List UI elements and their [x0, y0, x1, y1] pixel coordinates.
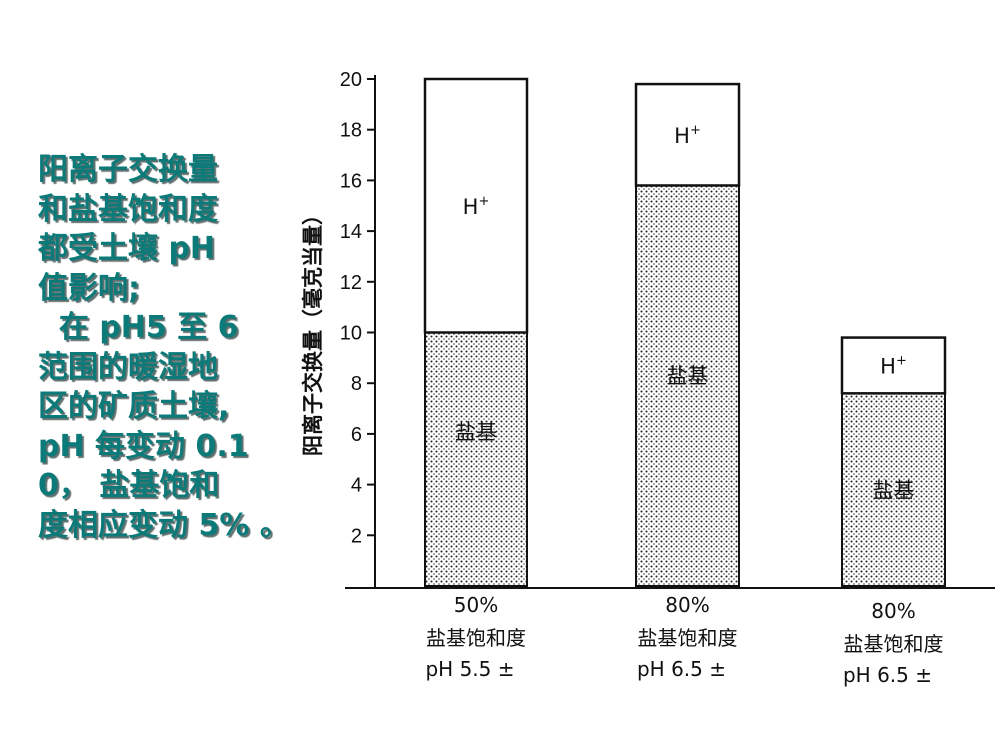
y-tick-label: 18: [340, 120, 362, 142]
category-name-label: 盐基饱和度: [426, 626, 526, 650]
bar-segment-salt-base: [841, 392, 946, 587]
category-name-label: 盐基饱和度: [638, 626, 738, 650]
side-text-line: 范围的暖湿地: [38, 349, 218, 385]
category-ph-label: pH 6.5 ±: [843, 663, 932, 687]
y-tick-label: 4: [351, 475, 362, 497]
bar-segment-h-plus: [840, 336, 947, 395]
side-text-line: 都受土壤 pH: [38, 231, 216, 266]
y-tick-label: 2: [351, 525, 362, 547]
category-pct-label: 50%: [454, 593, 498, 617]
salt-base-label: 盐基: [455, 420, 497, 444]
side-text-line: 阳离子交换量: [38, 152, 218, 187]
bar-segment-h-plus: [423, 77, 529, 334]
category-ph-label: pH 6.5 ±: [637, 657, 726, 681]
category-ph-label: pH 5.5 ±: [425, 657, 514, 681]
salt-base-label: 盐基: [667, 364, 709, 388]
side-text-line: 0， 盐基饱和: [38, 468, 220, 503]
category-pct-label: 80%: [665, 593, 709, 617]
side-text-line: 在 pH5 至 6: [38, 310, 239, 345]
y-tick-label: 10: [340, 323, 362, 345]
y-tick-label: 8: [351, 373, 362, 395]
category-pct-label: 80%: [871, 599, 915, 623]
side-text-block: 阳离子交换量 和盐基饱和度 都受土壤 pH 值影响; 在 pH5 至 6 范围的…: [38, 150, 308, 545]
y-tick-label: 6: [351, 424, 362, 446]
y-tick-label: 12: [340, 272, 362, 294]
bar-segment-salt-base: [635, 184, 740, 587]
bar-segment-h-plus: [634, 82, 741, 187]
category-name-label: 盐基饱和度: [844, 632, 944, 656]
salt-base-label: 盐基: [873, 478, 915, 502]
side-text-line: 和盐基饱和度: [38, 191, 218, 227]
side-text-line: 区的矿质土壤,: [38, 389, 230, 424]
y-axis-label: 阳离子交换量（毫克当量）: [301, 204, 325, 456]
y-tick-label: 16: [340, 170, 362, 192]
bar-segment-salt-base: [424, 331, 528, 587]
y-tick-label: 20: [340, 69, 362, 91]
side-text-line: 度相应变动 5% 。: [38, 507, 290, 543]
side-text-line: pH 每变动 0.1: [38, 428, 249, 464]
y-tick-label: 14: [340, 221, 362, 243]
side-text-line: 值影响;: [38, 270, 140, 306]
